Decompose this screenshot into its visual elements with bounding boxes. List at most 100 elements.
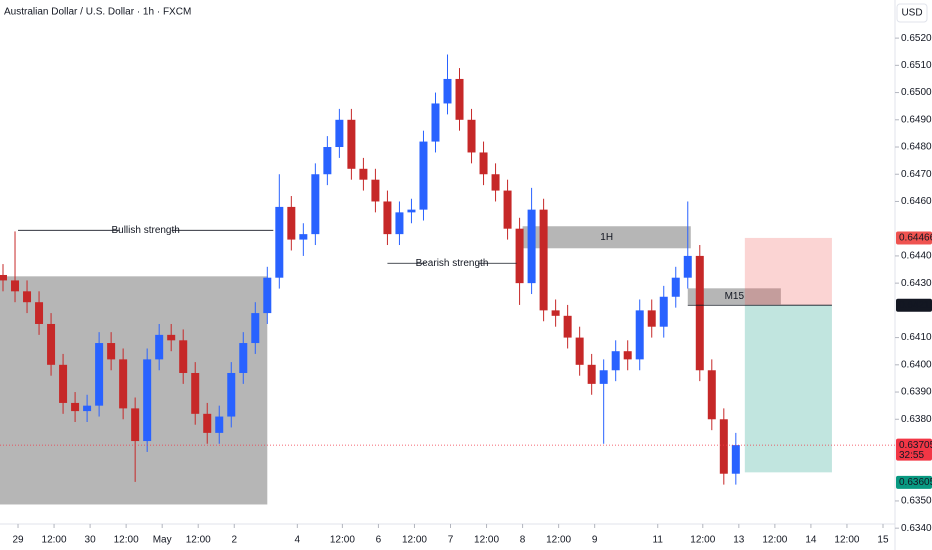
candle-body: [443, 78, 452, 104]
candle-body: [275, 206, 284, 278]
target-zone: [744, 305, 832, 473]
candle-body: [299, 234, 308, 240]
candle-body: [419, 141, 428, 210]
candle-body: [599, 370, 608, 384]
price-tag-label: 0.63605: [899, 477, 932, 488]
candle-body: [143, 359, 152, 442]
x-tick-label: 11: [653, 535, 664, 546]
candle-body: [155, 334, 164, 360]
candle-body: [371, 179, 380, 202]
candle-body: [0, 274, 8, 281]
candle-body: [551, 310, 560, 316]
candle-body: [383, 201, 392, 235]
candle-body: [719, 419, 728, 474]
candle-body: [71, 402, 80, 412]
x-tick-label: 9: [592, 535, 598, 546]
x-tick-label: 12:00: [690, 535, 715, 546]
candle-body: [587, 364, 596, 384]
x-tick-label: 12:00: [834, 535, 859, 546]
x-tick-label: 12:00: [546, 535, 571, 546]
x-tick-label: May: [153, 535, 172, 546]
candle-body: [239, 343, 248, 373]
x-tick-label: 12:00: [186, 535, 211, 546]
x-tick-label: 12:00: [42, 535, 67, 546]
candle-body: [539, 209, 548, 311]
y-tick-label: 0.63400: [901, 523, 932, 534]
candle-body: [671, 277, 680, 297]
candle-body: [563, 315, 572, 338]
currency[interactable]: USD: [901, 8, 922, 19]
candle-body: [731, 445, 740, 474]
candle-body: [23, 291, 32, 303]
candle-body: [359, 168, 368, 180]
candle-body: [647, 310, 656, 327]
candle-body: [479, 152, 488, 175]
x-tick-label: 12:00: [762, 535, 787, 546]
annotation-text: Bullish strength: [111, 225, 179, 236]
x-tick-label: 12:00: [330, 535, 355, 546]
price-tag-label: 0.63705: [899, 440, 932, 451]
x-tick-label: 13: [733, 535, 745, 546]
candle-body: [131, 408, 140, 442]
candle-body: [335, 119, 344, 148]
zone: [687, 288, 781, 305]
candle-body: [179, 340, 188, 373]
candle-body: [575, 337, 584, 365]
x-tick-label: 7: [448, 535, 454, 546]
zone: [0, 276, 268, 505]
candle-body: [395, 212, 404, 235]
candle-body: [35, 302, 44, 324]
x-tick-label: 6: [376, 535, 382, 546]
x-tick-label: 15: [877, 535, 889, 546]
candle-body: [203, 413, 212, 433]
currency-box[interactable]: [896, 3, 928, 23]
candle-body: [455, 78, 464, 120]
candle-body: [611, 351, 620, 371]
candle-body: [323, 147, 332, 175]
x-tick-label: 29: [12, 535, 24, 546]
annotation-text: Bearish strength: [416, 258, 489, 269]
candle-body: [11, 280, 20, 292]
x-tick-label: 12:00: [474, 535, 499, 546]
price-tag: [896, 298, 932, 312]
candle-body: [635, 310, 644, 360]
candle-body: [119, 359, 128, 409]
candle-body: [503, 190, 512, 229]
candle-body: [431, 103, 440, 142]
candle-body: [263, 277, 272, 314]
annotation-bg: [119, 226, 172, 235]
x-tick-label: 14: [805, 535, 817, 546]
x-tick-label: 30: [85, 535, 97, 546]
candle-body: [407, 209, 416, 213]
candle-body: [527, 209, 536, 284]
candle-body: [107, 343, 116, 360]
x-tick-label: 12:00: [114, 535, 139, 546]
overlays: 1H M15 Bullish strength Bearish strength: [0, 225, 895, 446]
candle-body: [83, 405, 92, 412]
drawings: [0, 226, 832, 505]
candle-body: [251, 313, 260, 344]
candle-body: [311, 174, 320, 235]
price-tag: [896, 438, 932, 461]
price-tag-label: 0.64466: [899, 233, 932, 244]
candle-body: [707, 370, 716, 420]
candle-body: [515, 228, 524, 284]
candle-body: [347, 119, 356, 169]
annotation-bg: [426, 259, 479, 268]
candle-body: [59, 364, 68, 403]
price-tag-label: 0.64219: [899, 300, 932, 311]
candle-body: [167, 334, 176, 341]
candle-body: [659, 296, 668, 327]
